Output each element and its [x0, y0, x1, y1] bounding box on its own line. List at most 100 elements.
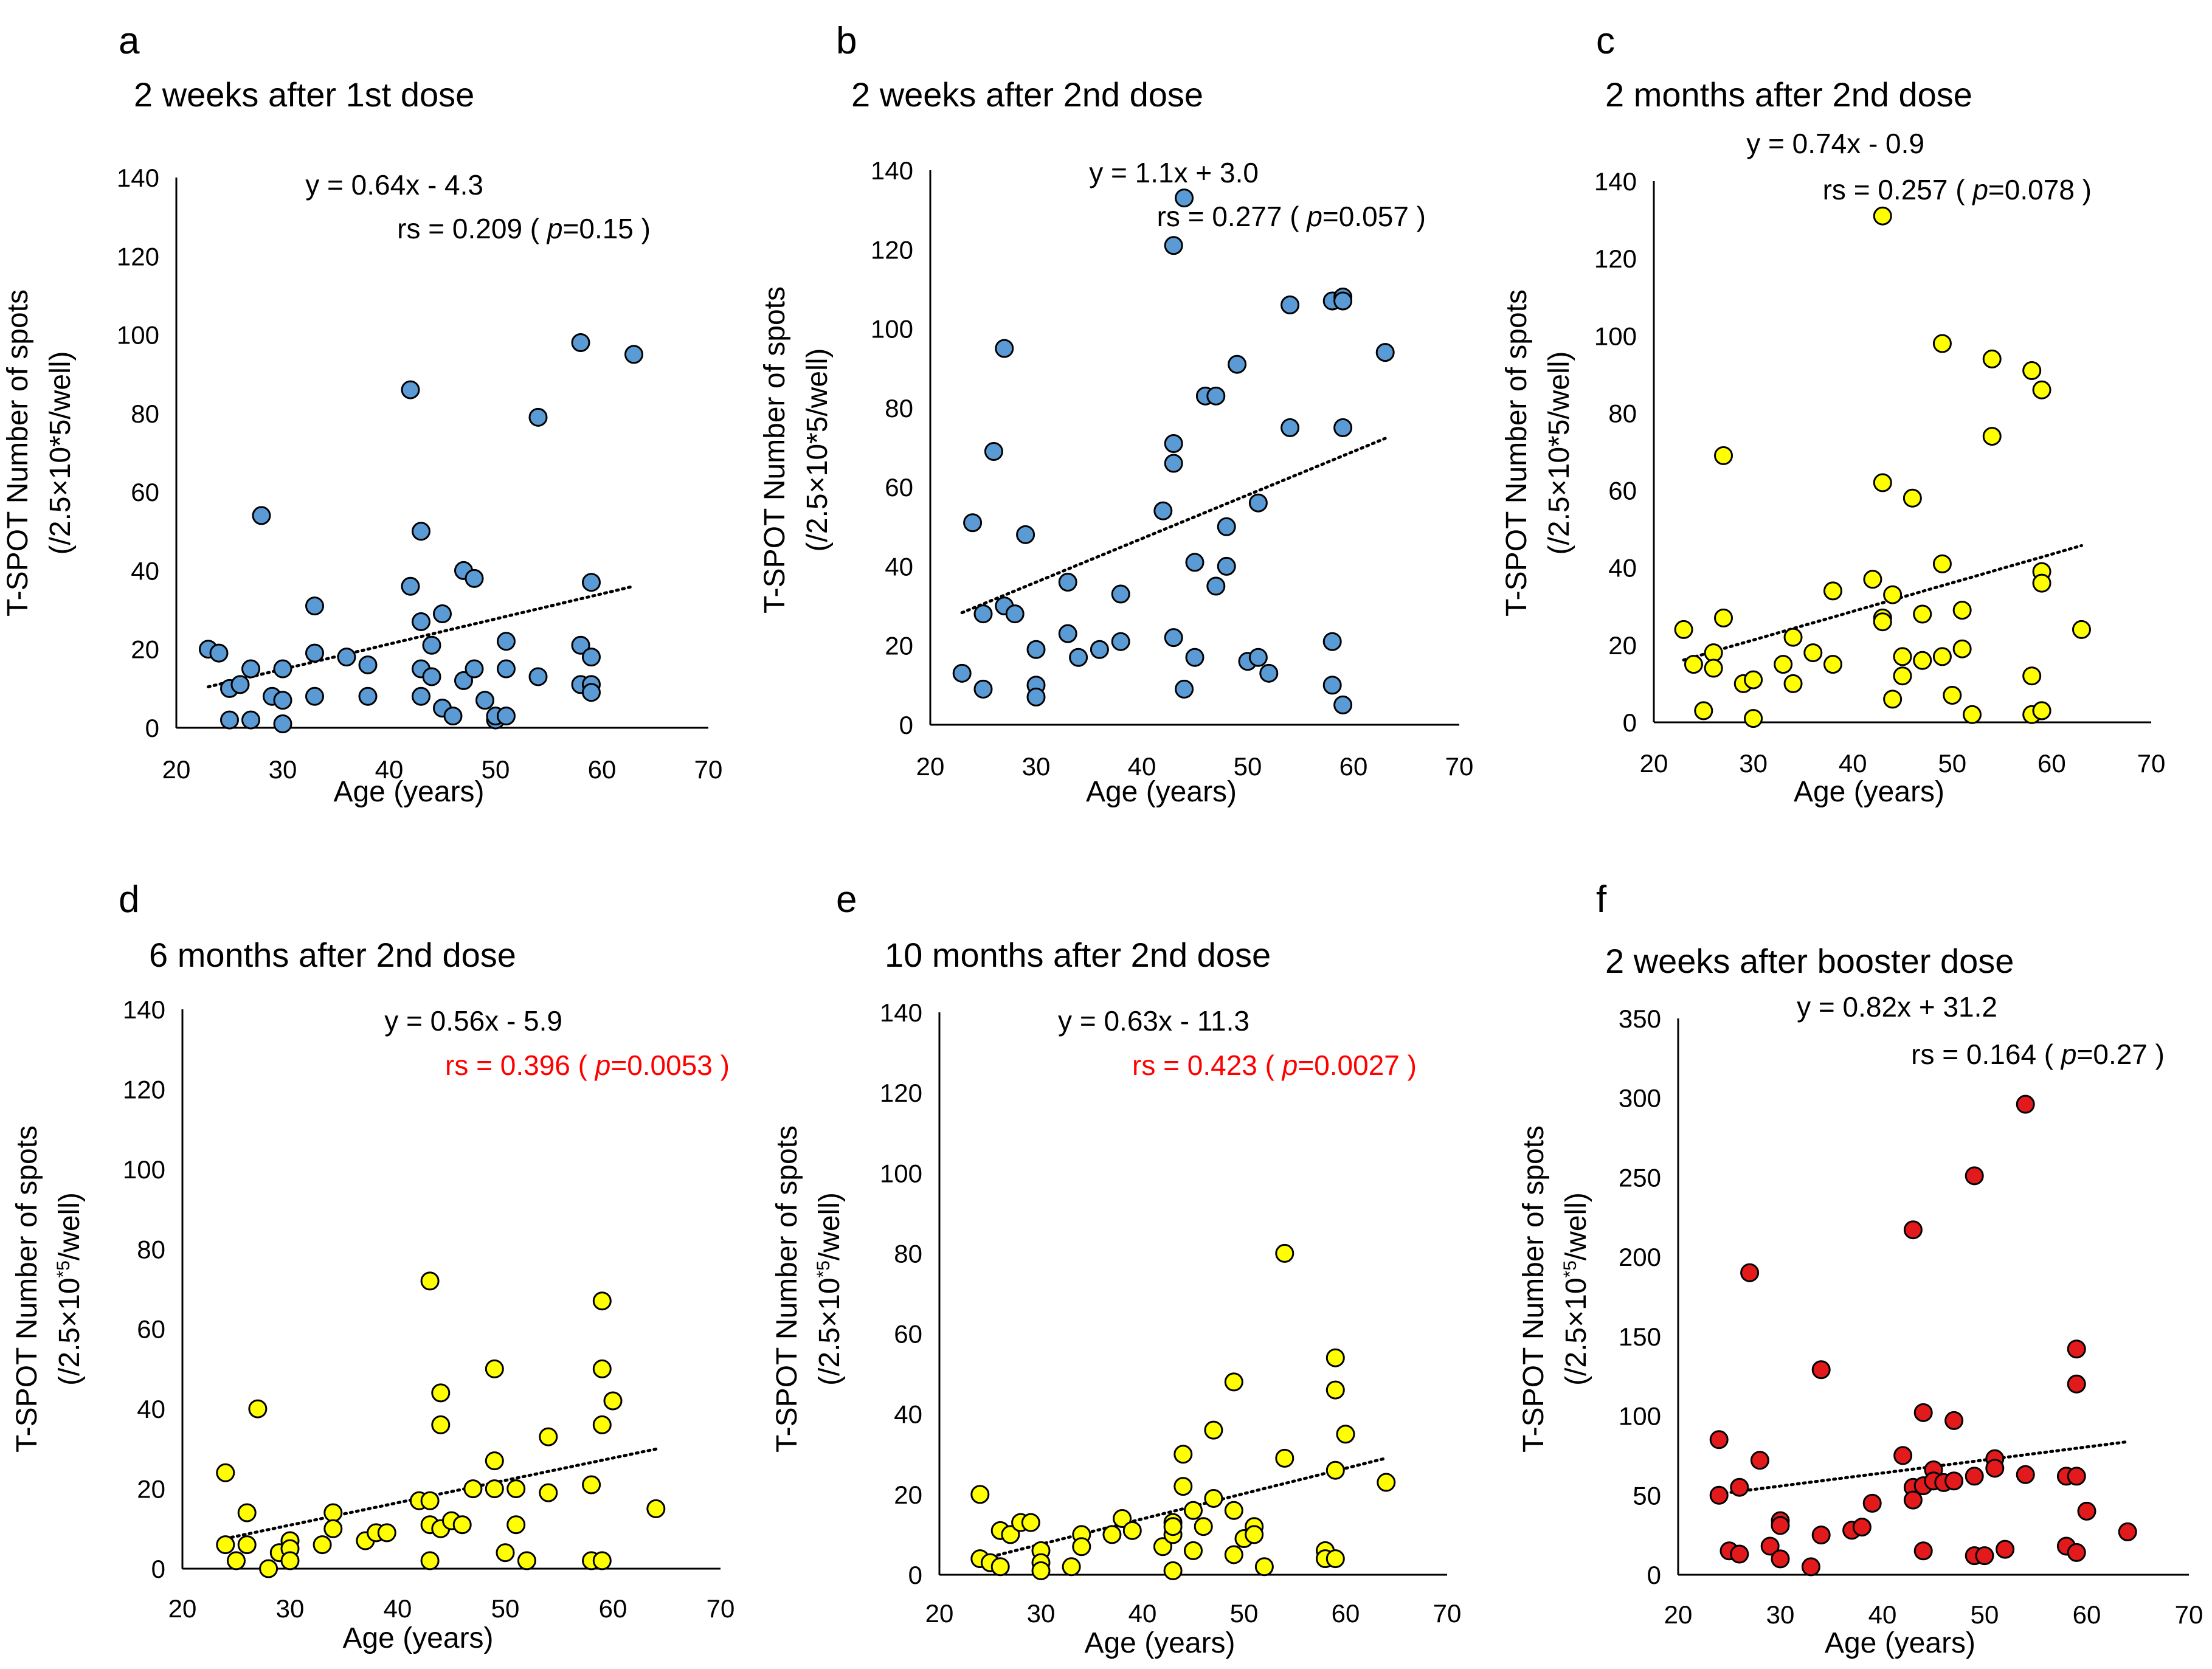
data-point: [220, 710, 239, 730]
y-tick-label: 60: [1608, 477, 1637, 505]
panel-title: 2 weeks after 1st dose: [134, 75, 474, 114]
data-point: [1852, 1518, 1872, 1537]
y-tick-label: 100: [871, 315, 913, 344]
y-tick-label: 80: [1608, 399, 1637, 427]
y-axis-label-line1: T-SPOT Number of spots: [771, 1125, 803, 1453]
data-point: [497, 707, 516, 726]
data-point: [1823, 655, 1842, 674]
spearman-stat: rs = 0.277 ( p=0.057 ): [1157, 201, 1426, 232]
data-point: [528, 407, 548, 427]
spearman-stat: rs = 0.423 ( p=0.0027 ): [1132, 1049, 1417, 1081]
data-point: [1913, 604, 1932, 624]
panel-title: 10 months after 2nd dose: [885, 936, 1271, 974]
regression-equation: y = 1.1x + 3.0: [1089, 157, 1259, 188]
data-point: [1893, 647, 1912, 666]
data-point: [1674, 620, 1693, 639]
x-tick-label: 20: [162, 755, 191, 784]
y-tick-label: 140: [871, 156, 913, 185]
y-axis-label-superscript: *5: [814, 1260, 834, 1277]
x-axis-label: Age (years): [1086, 776, 1237, 808]
trend-line: [960, 437, 1387, 615]
y-tick-label: 120: [123, 1075, 165, 1104]
data-point: [497, 659, 516, 679]
data-point: [1175, 679, 1194, 699]
y-axis-label-line1: T-SPOT Number of spots: [1518, 1125, 1550, 1453]
data-point: [248, 1399, 268, 1418]
panel-a: a2 weeks after 1st dose02040608010012014…: [2, 20, 722, 808]
x-axis-label: Age (years): [1794, 776, 1944, 808]
data-point: [1684, 655, 1703, 674]
data-point: [1982, 427, 2002, 446]
regression-equation: y = 0.63x - 11.3: [1058, 1005, 1249, 1037]
data-point: [1774, 655, 1793, 674]
y-axis-label-line2: (/2.5×10*5/well): [1560, 1192, 1592, 1386]
y-tick-label: 100: [1594, 322, 1637, 350]
data-point: [209, 643, 229, 663]
x-tick-label: 30: [276, 1594, 305, 1623]
x-tick-label: 40: [1839, 749, 1867, 778]
data-point: [1336, 1425, 1355, 1444]
data-point: [237, 1535, 257, 1555]
data-point: [1811, 1526, 1831, 1545]
y-tick-label: 140: [123, 995, 165, 1024]
y-axis-label-unit-end: /well): [814, 1192, 846, 1260]
data-point: [1164, 454, 1183, 473]
data-point: [1090, 640, 1109, 659]
data-point: [1111, 584, 1130, 604]
data-point: [259, 1559, 278, 1578]
data-point: [1228, 354, 1247, 374]
x-tick-label: 60: [599, 1594, 627, 1623]
panel-f: f 2 weeks after booster dose 0 50 100 150 200 2…: [1518, 879, 2203, 1659]
data-point: [1862, 1493, 1882, 1513]
data-point: [1913, 1403, 1933, 1422]
data-point: [1184, 1501, 1203, 1520]
data-point: [2016, 1465, 2035, 1484]
x-tick-label: 70: [1445, 752, 1474, 781]
p-value: =0.057 ): [1322, 201, 1426, 232]
y-tick-label: 20: [137, 1475, 165, 1504]
x-tick-label: 50: [482, 755, 510, 784]
p-letter: p: [1305, 201, 1322, 232]
x-tick-label: 60: [1332, 1599, 1360, 1628]
x-tick-label: 30: [269, 755, 297, 784]
data-point: [571, 333, 590, 352]
data-point: [592, 1551, 612, 1571]
p-value: =0.15 ): [563, 213, 651, 244]
x-tick-label: 40: [375, 755, 404, 784]
x-tick-label: 60: [1339, 752, 1368, 781]
data-point: [1982, 349, 2002, 368]
x-tick-label: 30: [1766, 1600, 1795, 1629]
y-tick-label: 140: [117, 164, 159, 192]
data-point: [1932, 554, 1952, 573]
y-tick-label: 100: [880, 1159, 922, 1187]
data-point: [1173, 1477, 1193, 1496]
y-axis-label-line2: (/2.5×10*5/well): [44, 351, 77, 555]
data-point: [1026, 687, 1046, 707]
data-point: [1996, 1539, 2015, 1559]
data-point: [1163, 1561, 1183, 1580]
data-point: [1883, 689, 1903, 709]
y-axis-label-unit-end: /well): [54, 1192, 86, 1260]
data-point: [646, 1499, 666, 1518]
y-tick-label: 20: [1608, 631, 1637, 660]
data-point: [517, 1551, 536, 1571]
y-tick-label: 80: [137, 1235, 165, 1263]
y-axis-label-line2: (/2.5×10*5/well): [54, 1192, 86, 1386]
spearman-rs: rs = 0.257 (: [1823, 174, 1973, 206]
regression-equation: y = 0.56x - 5.9: [384, 1005, 562, 1037]
data-point: [1965, 1166, 1984, 1186]
y-tick-label: 20: [131, 635, 159, 664]
x-tick-label: 40: [1128, 752, 1156, 781]
data-point: [422, 667, 441, 686]
data-point: [1185, 553, 1205, 572]
data-point: [2032, 380, 2051, 399]
spearman-rs: rs = 0.423 (: [1132, 1049, 1282, 1081]
y-axis-label-superscript: *5: [54, 1260, 74, 1277]
y-axis-label-unit-end: /well): [1560, 1192, 1592, 1260]
spearman-stat: rs = 0.396 ( p=0.0053 ): [445, 1049, 730, 1081]
data-point: [528, 667, 548, 686]
p-value: =0.078 ): [1988, 174, 2092, 206]
y-axis-label-line1: T-SPOT Number of spots: [11, 1125, 43, 1453]
data-point: [582, 648, 601, 667]
data-point: [1333, 695, 1353, 714]
